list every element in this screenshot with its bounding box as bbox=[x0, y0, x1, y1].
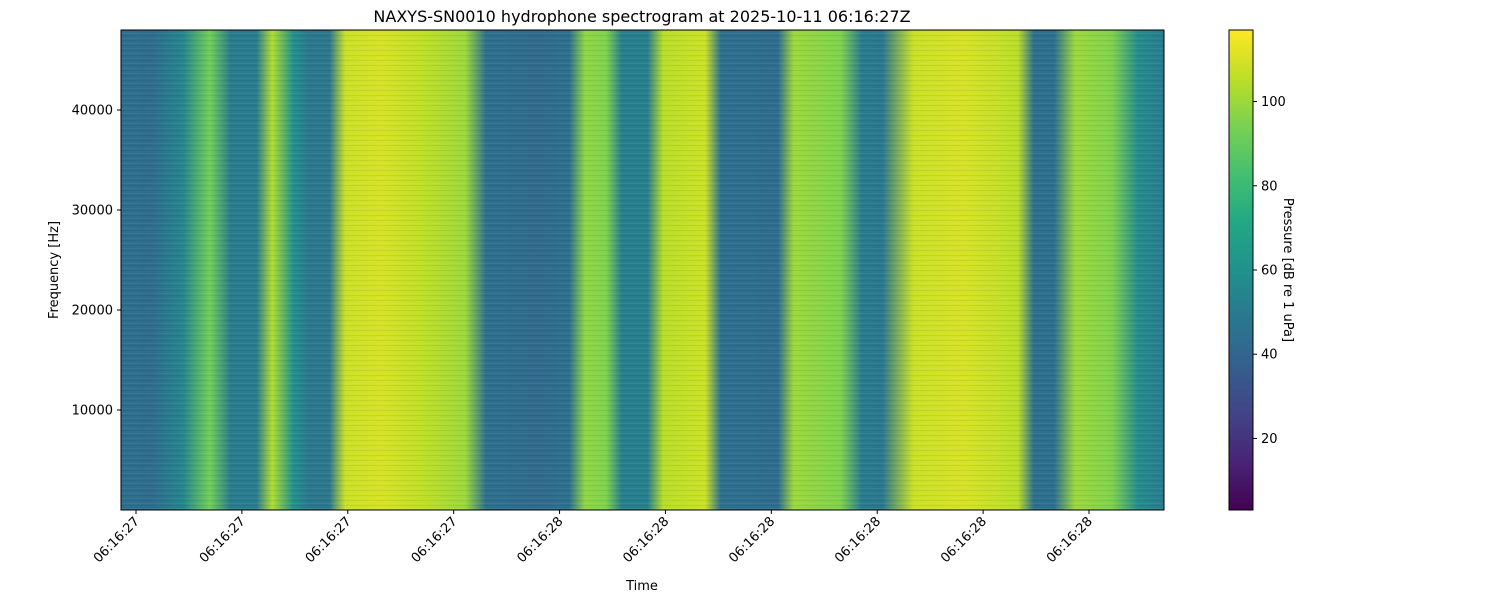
plot-frame bbox=[120, 29, 1165, 511]
y-tick-label: 20000 bbox=[72, 304, 113, 319]
x-tick-label: 06:16:28 bbox=[514, 514, 566, 566]
x-tick-label: 06:16:28 bbox=[1044, 514, 1096, 566]
y-axis: 10000 20000 30000 40000 bbox=[72, 104, 121, 419]
x-tick-label: 06:16:27 bbox=[91, 514, 143, 566]
colorbar-tick-label: 60 bbox=[1261, 264, 1278, 279]
heatmap-texture bbox=[121, 30, 1164, 510]
colorbar-tick-label: 40 bbox=[1261, 348, 1278, 363]
colorbar-tick-label: 20 bbox=[1261, 432, 1278, 447]
y-tick-label: 40000 bbox=[72, 104, 113, 119]
colorbar-label: Pressure [dB re 1 uPa] bbox=[1280, 198, 1295, 342]
colorbar-ticks: 20 40 60 80 100 bbox=[1253, 95, 1286, 447]
y-axis-label: Frequency [Hz] bbox=[47, 221, 62, 319]
x-axis: 06:16:27 06:16:27 06:16:27 06:16:27 06:16:28… bbox=[91, 510, 1096, 566]
colorbar: 20 40 60 80 100 Pressure [dB re 1 uPa] bbox=[1228, 29, 1295, 511]
y-tick-label: 10000 bbox=[72, 404, 113, 419]
x-tick-label: 06:16:28 bbox=[938, 514, 990, 566]
x-tick-label: 06:16:27 bbox=[303, 514, 355, 566]
colorbar-gradient bbox=[1228, 29, 1254, 511]
x-tick-label: 06:16:27 bbox=[197, 514, 249, 566]
x-tick-label: 06:16:28 bbox=[620, 514, 672, 566]
y-tick-label: 30000 bbox=[72, 204, 113, 219]
x-axis-label: Time bbox=[625, 579, 658, 594]
x-tick-label: 06:16:27 bbox=[409, 514, 461, 566]
x-tick-label: 06:16:28 bbox=[832, 514, 884, 566]
plot-area bbox=[121, 30, 1164, 510]
colorbar-tick-label: 100 bbox=[1261, 95, 1286, 110]
chart-title: NAXYS-SN0010 hydrophone spectrogram at 2… bbox=[373, 7, 910, 26]
x-tick-label: 06:16:28 bbox=[726, 514, 778, 566]
colorbar-tick-label: 80 bbox=[1261, 179, 1278, 194]
